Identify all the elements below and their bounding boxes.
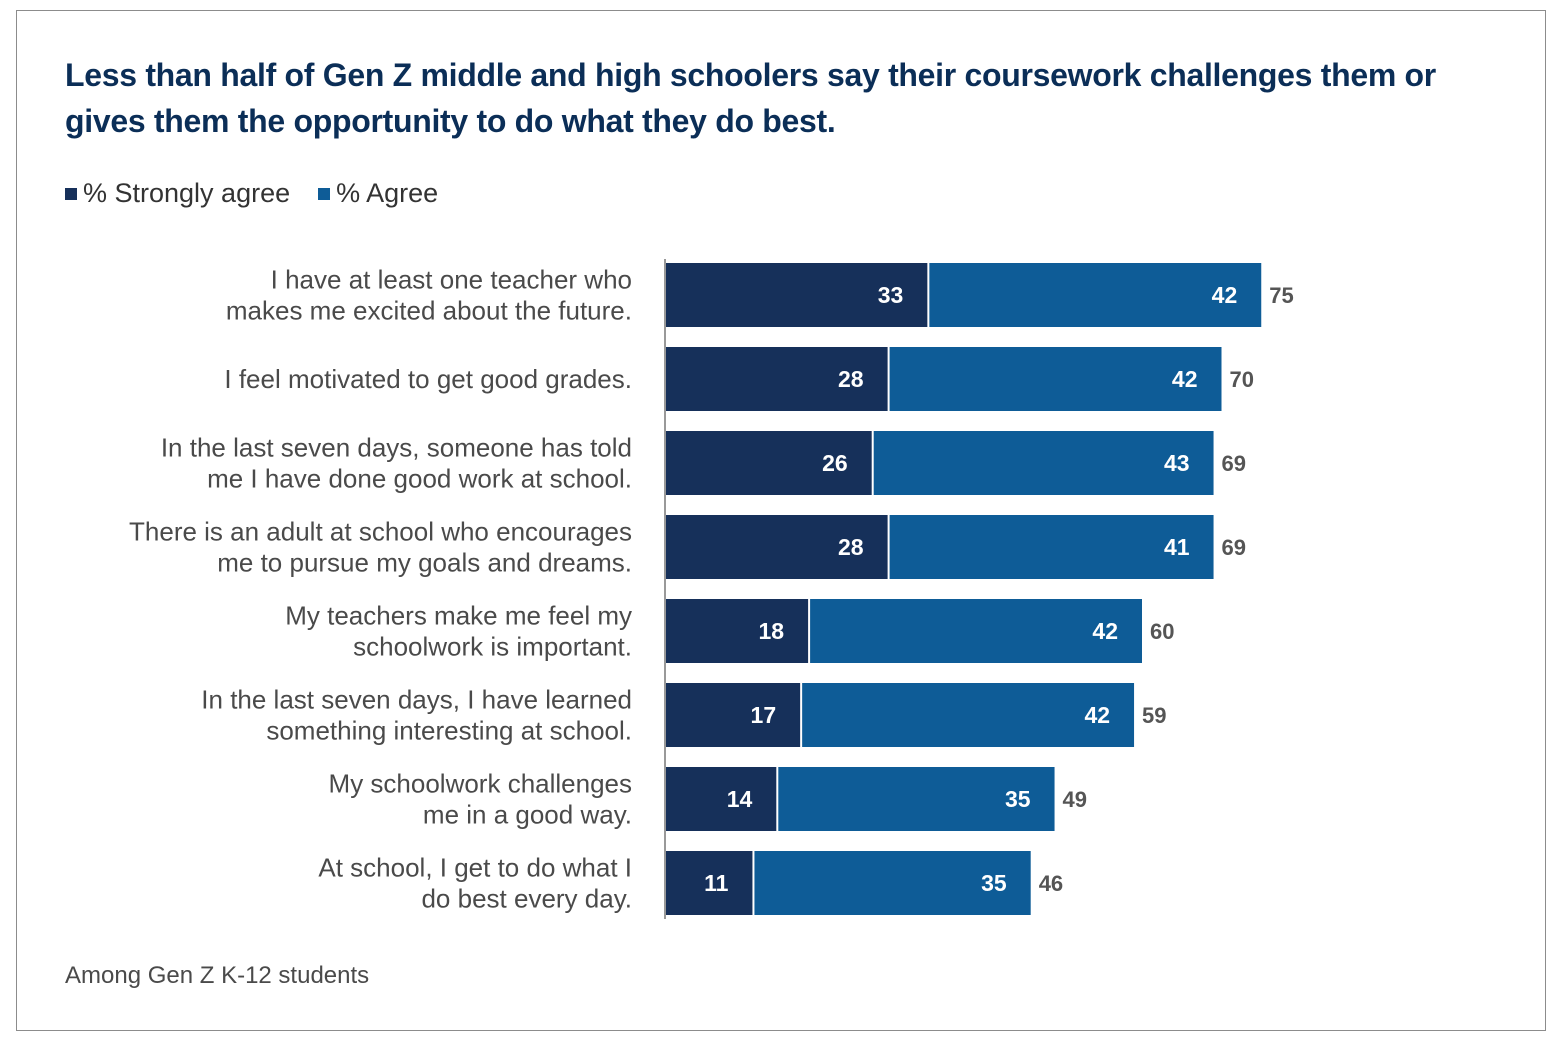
category-label-line: makes me excited about the future. <box>226 296 632 326</box>
bar-label-agree: 43 <box>1164 450 1190 476</box>
bar-label-agree: 41 <box>1164 534 1190 560</box>
legend-label-strongly-agree: % Strongly agree <box>83 178 291 208</box>
category-label: I feel motivated to get good grades. <box>224 364 632 394</box>
category-label-line: At school, I get to do what I <box>318 853 632 883</box>
bar-agree <box>929 263 1262 327</box>
category-label-line: I have at least one teacher who <box>271 265 632 295</box>
bar-label-strongly-agree: 28 <box>838 366 864 392</box>
category-label-line: I feel motivated to get good grades. <box>224 364 632 394</box>
bar-agree <box>754 851 1031 915</box>
category-label-line: There is an adult at school who encourag… <box>129 517 632 547</box>
bar-label-strongly-agree: 17 <box>751 702 777 728</box>
category-label: In the last seven days, someone has told… <box>161 433 632 494</box>
bar-strongly-agree <box>665 851 753 915</box>
bar-label-strongly-agree: 28 <box>838 534 864 560</box>
chart-title: Less than half of Gen Z middle and high … <box>65 57 1436 139</box>
total-label: 75 <box>1269 283 1293 308</box>
total-label: 69 <box>1222 535 1246 560</box>
legend: % Strongly agree % Agree <box>65 178 466 209</box>
bar-agree <box>873 431 1214 495</box>
total-label: 59 <box>1142 703 1166 728</box>
bar-label-agree: 42 <box>1084 702 1110 728</box>
bar-label-agree: 42 <box>1212 282 1238 308</box>
bar-strongly-agree <box>665 263 928 327</box>
bar-label-agree: 42 <box>1092 618 1118 644</box>
category-label: There is an adult at school who encourag… <box>129 517 632 578</box>
category-label-line: schoolwork is important. <box>353 632 632 662</box>
category-label-line: My schoolwork challenges <box>329 769 632 799</box>
legend-swatch-agree <box>318 187 331 200</box>
bar-strongly-agree <box>665 767 777 831</box>
chart-frame <box>16 10 1546 1031</box>
category-label: In the last seven days, I have learned so… <box>201 685 632 746</box>
bar-agree <box>889 347 1222 411</box>
bar-label-strongly-agree: 33 <box>878 282 904 308</box>
category-label-line: me to pursue my goals and dreams. <box>217 548 632 578</box>
category-label-line: me in a good way. <box>423 800 632 830</box>
bar-label-strongly-agree: 18 <box>759 618 785 644</box>
category-label: I have at least one teacher who makes me … <box>226 265 632 326</box>
category-label: My teachers make me feel my schoolwork is… <box>285 601 632 662</box>
category-label-line: something interesting at school. <box>266 716 632 746</box>
bar-label-agree: 35 <box>981 870 1007 896</box>
bar-label-agree: 42 <box>1172 366 1198 392</box>
legend-item-agree: % Agree <box>318 178 438 209</box>
bar-strongly-agree <box>665 431 872 495</box>
bar-agree <box>889 515 1214 579</box>
total-label: 46 <box>1039 871 1063 896</box>
legend-swatch-strongly-agree <box>65 187 77 200</box>
category-label-line: In the last seven days, someone has told <box>161 433 632 463</box>
bar-strongly-agree <box>665 599 809 663</box>
bar-label-strongly-agree: 26 <box>822 450 848 476</box>
total-label: 69 <box>1222 451 1246 476</box>
bar-agree <box>802 683 1135 747</box>
category-label-line: In the last seven days, I have learned <box>201 685 632 715</box>
category-label-line: do best every day. <box>421 884 632 914</box>
bar-agree <box>810 599 1142 663</box>
bar-label-strongly-agree: 11 <box>704 870 729 896</box>
category-label-line: My teachers make me feel my <box>285 601 632 631</box>
chart-subtitle: Among Gen Z K-12 students <box>65 962 370 989</box>
bar-label-strongly-agree: 14 <box>727 786 753 812</box>
total-label: 60 <box>1150 619 1174 644</box>
legend-item-strongly-agree: % Strongly agree <box>65 178 290 209</box>
total-label: 70 <box>1230 367 1254 392</box>
bar-strongly-agree <box>665 347 888 411</box>
category-label: My schoolwork challenges me in a good way… <box>329 769 632 830</box>
total-label: 49 <box>1063 787 1087 812</box>
bar-strongly-agree <box>665 683 801 747</box>
legend-label-agree: % Agree <box>336 178 439 208</box>
category-label-line: me I have done good work at school. <box>207 464 632 494</box>
bar-strongly-agree <box>665 515 888 579</box>
bar-agree <box>778 767 1055 831</box>
bar-label-agree: 35 <box>1005 786 1031 812</box>
